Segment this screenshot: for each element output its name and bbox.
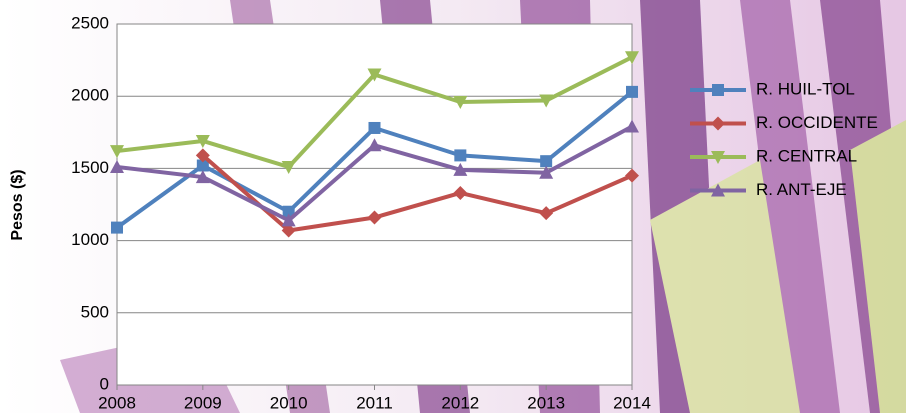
data-point [367,210,382,225]
data-point [281,160,296,174]
data-point [539,206,554,221]
y-tick-label: 1500 [71,158,109,177]
y-tick-label: 500 [81,302,109,321]
y-tick-label: 2000 [71,86,109,105]
legend-marker [711,116,725,131]
data-point [453,162,468,176]
data-point [368,121,381,134]
legend-marker [711,151,725,164]
data-point [539,165,554,179]
y-tick-label: 0 [100,374,109,393]
data-point [454,149,467,162]
x-tick-label: 2013 [527,393,565,412]
data-point [196,159,209,172]
data-point [110,145,124,159]
data-point [626,85,638,98]
x-tick-label: 2014 [613,393,651,412]
x-tick-label: 2010 [270,393,308,412]
legend-label: R. OCCIDENTE [756,113,878,132]
data-point [195,134,210,148]
data-point [625,119,639,133]
x-tick-label: 2011 [356,393,393,412]
data-point [282,205,295,218]
data-point [281,223,296,238]
data-point [453,185,468,200]
y-tick-label: 2500 [71,13,109,32]
data-point [625,51,639,65]
legend-label: R. HUIL-TOL [756,79,855,98]
data-point [281,213,296,227]
y-axis-label: Pesos ($) [9,169,26,240]
legend-marker [712,84,724,96]
x-tick-label: 2012 [441,393,479,412]
data-point [110,159,124,173]
data-point [453,95,468,109]
legend-label: R. CENTRAL [756,146,857,165]
data-point [195,148,210,163]
data-point [625,168,639,183]
data-point [540,155,553,168]
series-line [201,153,633,233]
data-point [195,170,210,184]
legend-marker [711,183,725,197]
x-tick-label: 2008 [98,393,136,412]
data-point [367,138,382,152]
data-point [539,94,554,108]
plot-area [116,23,633,386]
y-tick-label: 1000 [71,230,109,249]
legend-label: R. ANT-EJE [756,180,847,199]
x-tick-label: 2009 [184,393,222,412]
data-point [367,68,382,82]
data-point [111,221,123,234]
